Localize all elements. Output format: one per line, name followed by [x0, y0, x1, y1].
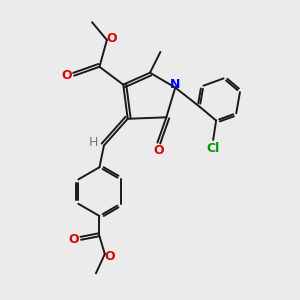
Text: O: O — [105, 250, 116, 263]
Text: N: N — [170, 78, 181, 91]
Text: O: O — [106, 32, 117, 45]
Text: O: O — [68, 233, 79, 246]
Text: O: O — [153, 144, 164, 158]
Text: H: H — [89, 136, 98, 149]
Text: O: O — [61, 69, 72, 82]
Text: Cl: Cl — [206, 142, 220, 155]
